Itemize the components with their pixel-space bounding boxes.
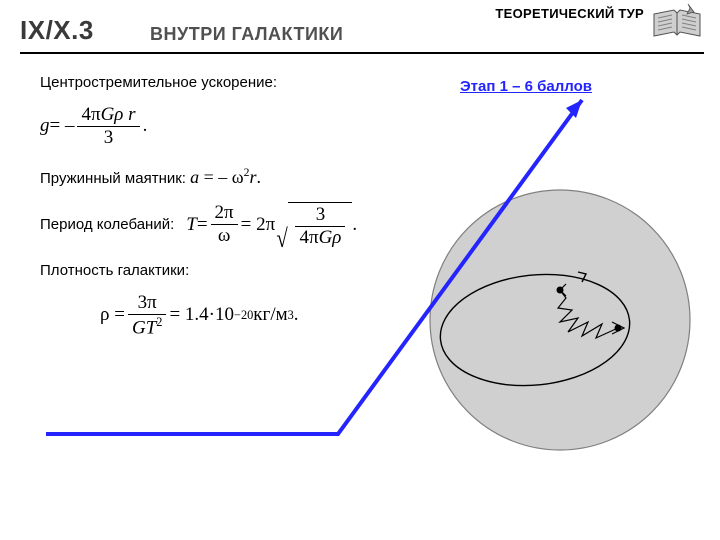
star-dot [615, 325, 622, 332]
book-icon [650, 2, 704, 44]
galaxy-diagram [410, 140, 710, 500]
problem-title: ВНУТРИ ГАЛАКТИКИ [150, 24, 343, 45]
slide-header: IX/X.3 ВНУТРИ ГАЛАКТИКИ ТЕОРЕТИЧЕСКИЙ ТУ… [20, 0, 704, 54]
center-dot [557, 287, 564, 294]
formula-T: T = 2π ω = 2π √ 3 4πGρ . [186, 202, 357, 248]
period-label: Период колебаний: [40, 216, 174, 233]
galaxy-circle [430, 190, 690, 450]
stage-label: Этап 1 – 6 баллов [460, 78, 592, 95]
g-period: . [143, 115, 148, 137]
round-label: ТЕОРЕТИЧЕСКИЙ ТУР [495, 6, 644, 21]
g-var: g [40, 115, 50, 137]
problem-number: IX/X.3 [20, 15, 94, 46]
centripetal-label: Центростремительное ускорение: [40, 74, 720, 91]
g-eq: = – [50, 115, 75, 137]
g-fraction: 4πGρ r 3 [77, 105, 139, 148]
